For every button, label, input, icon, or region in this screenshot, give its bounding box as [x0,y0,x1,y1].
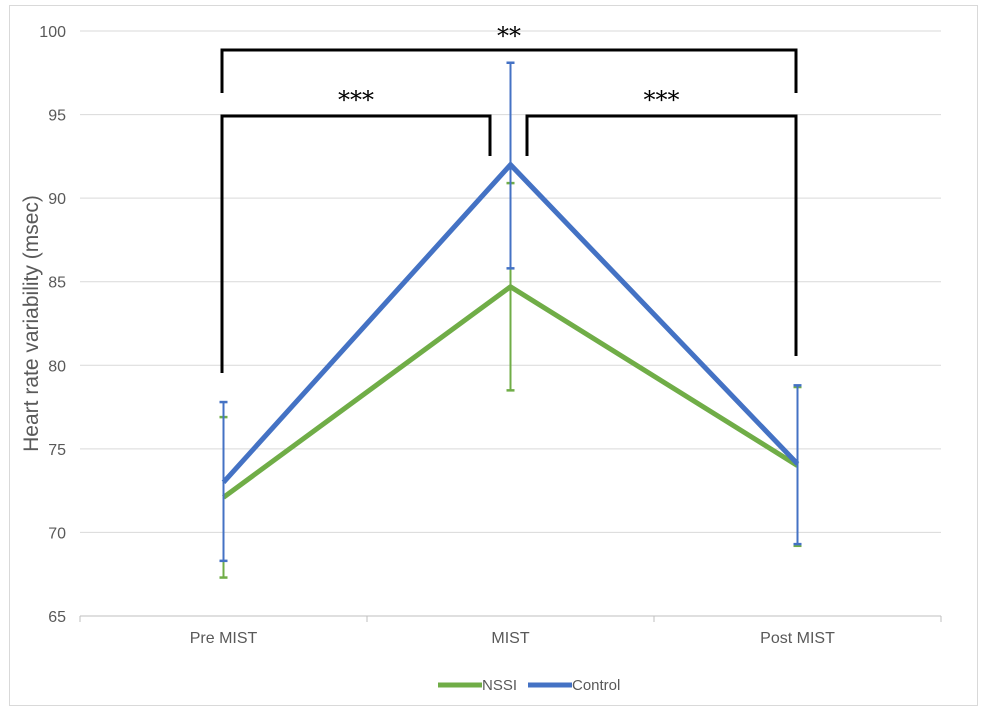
significance-bracket-2 [220,48,798,93]
x-tick-label-1: MIST [491,630,529,647]
y-tick-label-85: 85 [48,275,66,292]
significance-label-0: *** [338,86,374,114]
y-tick-label-75: 75 [48,442,66,459]
x-tick-label-0: Pre MIST [190,630,258,647]
legend-label-nssi: NSSI [482,677,517,694]
y-tick-label-65: 65 [48,609,66,626]
significance-bracket-0 [220,114,492,373]
significance-label-2: ** [497,22,521,50]
y-tick-label-100: 100 [39,24,66,41]
chart-frame [9,5,978,706]
y-tick-label-90: 90 [48,191,66,208]
y-tick-label-70: 70 [48,525,66,542]
x-tick-label-2: Post MIST [760,630,835,647]
y-tick-label-80: 80 [48,358,66,375]
significance-bracket-1 [525,114,798,356]
legend-label-control: Control [572,677,620,694]
y-axis-title: Heart rate variability (msec) [20,195,43,452]
y-tick-label-95: 95 [48,108,66,125]
significance-label-1: *** [644,86,680,114]
